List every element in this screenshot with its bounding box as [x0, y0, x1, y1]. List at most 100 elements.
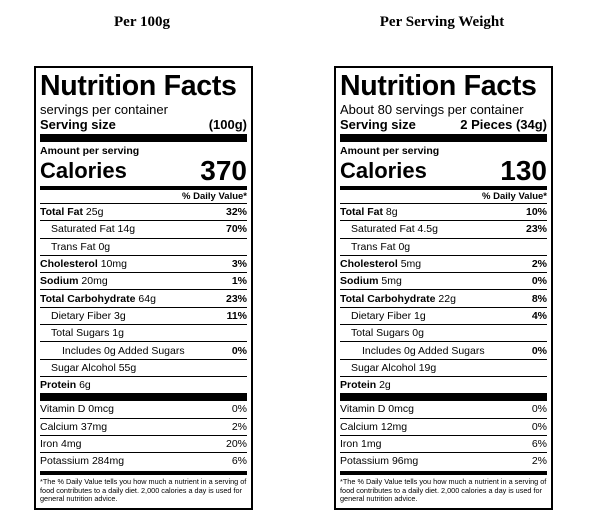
- vitamin-label: Potassium 284mg: [40, 453, 124, 469]
- nutrient-daily-value: 10%: [525, 206, 547, 219]
- nutrient-label: Total Fat 25g: [40, 204, 103, 220]
- nutrient-amount: 0g: [98, 240, 111, 253]
- nutrient-amount: 6g: [79, 379, 91, 392]
- divider-medium: [340, 186, 547, 190]
- nutrient-amount: 25g: [85, 206, 104, 219]
- nutrient-row: Includes 0g Added Sugars 0%: [340, 342, 547, 360]
- vitamin-daily-value: 0%: [531, 420, 547, 433]
- vitamin-amount: 37mg: [80, 420, 108, 433]
- nutrient-daily-value: 70%: [225, 223, 247, 236]
- nutrient-row: Total Carbohydrate 64g 23%: [40, 290, 247, 308]
- nutrient-name: Trans Fat: [51, 240, 96, 253]
- nutrition-label-per-100g: Nutrition Facts servings per container Ser…: [34, 66, 253, 510]
- nutrition-label-per-serving: Nutrition Facts About 80 servings per con…: [334, 66, 553, 510]
- nutrient-name: Trans Fat: [351, 240, 396, 253]
- vitamin-row: Vitamin D 0mcg 0%: [340, 401, 547, 419]
- nutrient-label: Sugar Alcohol 55g: [51, 360, 136, 376]
- nutrient-amount: 14g: [117, 223, 136, 236]
- nutrient-amount: 2g: [379, 379, 391, 392]
- nutrient-label: Trans Fat 0g: [351, 239, 410, 255]
- nutrient-row: Sodium 5mg 0%: [340, 273, 547, 291]
- nutrient-amount: 55g: [118, 361, 137, 374]
- vitamin-name: Calcium: [40, 420, 78, 433]
- vitamin-row: Iron 1mg 6%: [340, 436, 547, 454]
- vitamin-row: Calcium 37mg 2%: [40, 419, 247, 436]
- nutrient-label: Protein 2g: [340, 377, 391, 393]
- vitamin-label: Calcium 37mg: [40, 419, 107, 435]
- nutrient-name: Total Sugars: [51, 327, 110, 340]
- nutrient-label: Includes 0g Added Sugars: [62, 343, 185, 359]
- nutrient-daily-value: 2%: [531, 258, 547, 271]
- nutrient-name: Sodium: [340, 275, 379, 288]
- nutrient-daily-value: 23%: [525, 223, 547, 236]
- daily-value-footnote: *The % Daily Value tells you how much a …: [40, 471, 247, 504]
- daily-value-header: % Daily Value*: [340, 190, 547, 204]
- calories-value: 370: [200, 155, 247, 186]
- vitamin-amount: 0mcg: [388, 403, 414, 416]
- calories-value: 130: [500, 155, 547, 186]
- nutrient-amount: 0g: [412, 327, 424, 340]
- daily-value-header: % Daily Value*: [40, 190, 247, 204]
- vitamin-name: Calcium: [340, 420, 378, 433]
- nutrient-label: Saturated Fat 14g: [51, 221, 135, 237]
- nutrient-amount: 64g: [138, 292, 156, 305]
- nutrient-row: Total Fat 8g 10%: [340, 204, 547, 222]
- divider-thick: [340, 393, 547, 402]
- serving-size-row: Serving size (100g): [40, 117, 247, 134]
- vitamin-amount: 96mg: [391, 455, 419, 468]
- nutrient-row: Total Sugars 0g: [340, 325, 547, 343]
- nutrient-daily-value: 3%: [231, 258, 247, 271]
- nutrient-amount: 1g: [414, 309, 426, 322]
- nutrient-name: Dietary Fiber: [351, 309, 412, 322]
- nutrient-row: Protein 6g: [40, 377, 247, 393]
- vitamin-label: Vitamin D 0mcg: [40, 401, 114, 417]
- nutrient-name: Dietary Fiber: [51, 309, 112, 322]
- vitamin-daily-value: 6%: [231, 455, 247, 468]
- nutrient-amount: 5mg: [381, 275, 402, 288]
- vitamin-daily-value: 0%: [231, 403, 247, 416]
- vitamin-label: Vitamin D 0mcg: [340, 401, 414, 417]
- nutrient-row: Sodium 20mg 1%: [40, 273, 247, 291]
- nutrient-label: Total Carbohydrate 64g: [40, 291, 156, 307]
- nutrient-label: Cholesterol 5mg: [340, 256, 421, 272]
- nutrient-amount: 5mg: [400, 258, 422, 271]
- nutrient-label: Total Sugars 0g: [351, 325, 424, 341]
- nutrient-row: Includes 0g Added Sugars 0%: [40, 342, 247, 360]
- nutrient-label: Dietary Fiber 3g: [51, 308, 126, 324]
- vitamin-name: Vitamin D: [340, 403, 386, 416]
- nutrient-amount: 0g: [398, 240, 411, 253]
- divider-thick: [40, 134, 247, 142]
- serving-size-value: (100g): [208, 117, 247, 132]
- nutrient-row: Sugar Alcohol 55g: [40, 360, 247, 377]
- vitamin-amount: 1mg: [361, 438, 382, 450]
- nutrient-label: Total Sugars 1g: [51, 325, 124, 341]
- servings-per-container: About 80 servings per container: [340, 102, 524, 117]
- amount-per-serving: Amount per serving: [340, 145, 440, 157]
- nutrient-label: Saturated Fat 4.5g: [351, 221, 438, 237]
- servings-per-container: servings per container: [40, 102, 168, 117]
- nutrient-row: Trans Fat 0g: [40, 239, 247, 256]
- vitamin-label: Potassium 96mg: [340, 453, 418, 469]
- serving-size-row: Serving size 2 Pieces (34g): [340, 117, 547, 134]
- nutrient-label: Total Carbohydrate 22g: [340, 291, 456, 307]
- nutrient-row: Saturated Fat 14g 70%: [40, 221, 247, 239]
- vitamin-row: Iron 4mg 20%: [40, 436, 247, 454]
- amount-per-serving: Amount per serving: [40, 145, 140, 157]
- nutrient-daily-value: 8%: [531, 292, 547, 305]
- vitamin-daily-value: 0%: [531, 403, 547, 416]
- nutrient-name: Sugar Alcohol: [351, 361, 416, 374]
- nutrient-label: Sodium 5mg: [340, 273, 402, 289]
- nutrient-amount: 8g: [385, 206, 398, 219]
- nutrient-name: Total Carbohydrate: [340, 292, 436, 305]
- nutrient-daily-value: 23%: [225, 292, 247, 305]
- nutrient-amount: 19g: [418, 361, 437, 374]
- nutrient-amount: 1g: [112, 327, 124, 340]
- label-title: Nutrition Facts: [340, 70, 537, 102]
- nutrient-row: Sugar Alcohol 19g: [340, 360, 547, 377]
- nutrient-amount: 10mg: [100, 258, 127, 271]
- vitamin-label: Calcium 12mg: [340, 419, 407, 435]
- daily-value-footnote: *The % Daily Value tells you how much a …: [340, 471, 547, 504]
- serving-size-value: 2 Pieces (34g): [460, 117, 547, 132]
- vitamin-row: Vitamin D 0mcg 0%: [40, 401, 247, 419]
- nutrient-row: Total Fat 25g 32%: [40, 204, 247, 222]
